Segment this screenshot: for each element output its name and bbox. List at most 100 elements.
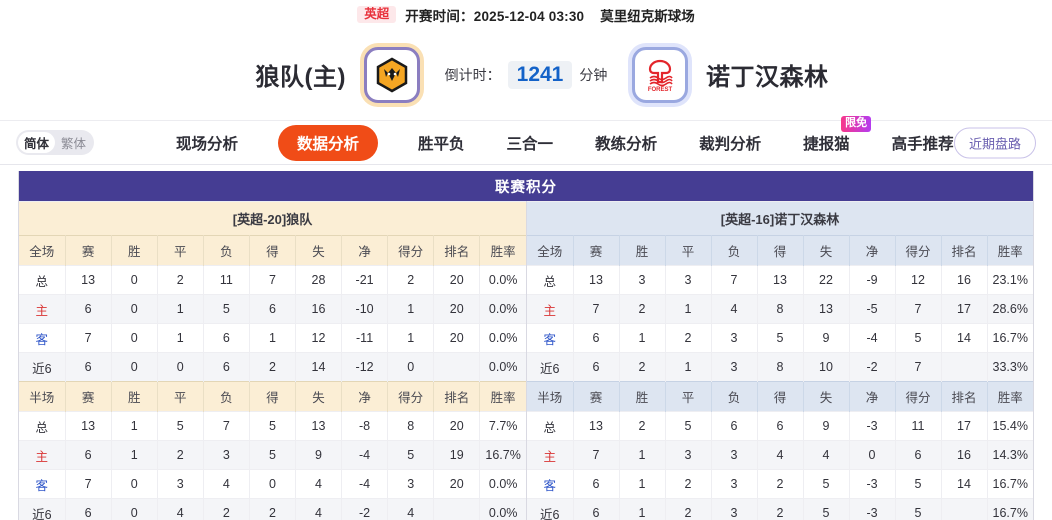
col-win-rate: 胜率 (987, 235, 1033, 266)
col-goals-against: 失 (803, 381, 850, 412)
col-points: 得分 (895, 235, 942, 266)
cell: 6 (573, 469, 620, 499)
language-toggle[interactable]: 简体 繁体 (16, 130, 94, 155)
col-win-rate: 胜率 (479, 381, 526, 412)
cell: 8 (757, 294, 804, 324)
away-team-block[interactable]: FOREST 诺丁汉森林 (632, 46, 1052, 103)
match-header: 狼队(主) 倒计时： 1241 分钟 FOREST 诺丁汉森林 (0, 29, 1052, 120)
tab-expert-picks[interactable]: 高手推荐 (891, 135, 954, 153)
cell: 4 (803, 440, 850, 470)
cell: 28 (295, 265, 343, 295)
cell: 2 (665, 323, 712, 353)
cell: 14.3% (987, 440, 1033, 470)
tab-jiebao-cat-label: 捷报猫 (803, 135, 850, 153)
home-standings-half: [英超-20]狼队 全场 赛 胜 平 负 得 失 净 得分 排名 胜率 (19, 201, 526, 520)
cell: 5 (203, 294, 250, 324)
cell: 17 (941, 294, 988, 324)
home-team-block[interactable]: 狼队(主) (0, 46, 420, 103)
col-drawn: 平 (665, 235, 712, 266)
col-goals-against: 失 (803, 235, 850, 266)
tab-data-analysis[interactable]: 数据分析 (278, 124, 379, 161)
cell: 16.7% (479, 440, 526, 470)
cell: 1 (665, 294, 712, 324)
cell: 2 (619, 352, 666, 382)
cell: 5 (665, 411, 712, 441)
cell: 20 (433, 294, 481, 324)
col-win-rate: 胜率 (987, 381, 1033, 412)
tab-referee-analysis[interactable]: 裁判分析 (699, 135, 762, 153)
kickoff-time: 开赛时间：2025-12-04 03:30 (405, 8, 585, 24)
away-full-header-row: 全场 赛 胜 平 负 得 失 净 得分 排名 胜率 (527, 235, 1033, 266)
cell: 2 (387, 265, 435, 295)
tab-live-analysis[interactable]: 现场分析 (176, 135, 239, 153)
cell: 13 (295, 411, 343, 441)
col-lost: 负 (203, 381, 250, 412)
lang-simplified-option[interactable]: 简体 (18, 132, 55, 153)
table-row: 主 7 1 3 3 4 4 0 6 16 14.3% (527, 440, 1033, 470)
tab-three-in-one[interactable]: 三合一 (506, 135, 554, 153)
tab-coach-analysis[interactable]: 教练分析 (595, 135, 658, 153)
cell: 2 (619, 294, 666, 324)
col-won: 胜 (111, 235, 158, 266)
cell: -2 (341, 498, 389, 520)
cell: 23.1% (987, 265, 1033, 295)
cell: 2 (249, 352, 296, 382)
tab-win-draw-loss[interactable]: 胜平负 (418, 135, 465, 153)
col-goals-for: 得 (249, 381, 296, 412)
cell: 14 (941, 469, 988, 499)
cell: 1 (619, 440, 666, 470)
cell: 1 (157, 323, 204, 353)
tab-jiebao-cat[interactable]: 捷报猫 限免 (801, 115, 872, 157)
cell: 0 (111, 265, 158, 295)
cell: 0.0% (479, 294, 526, 324)
cell: 6 (65, 440, 112, 470)
table-row: 主 6 1 2 3 5 9 -4 5 19 16.7% (19, 440, 526, 470)
cell: -5 (849, 294, 896, 324)
cell: 17 (941, 411, 988, 441)
cell: -3 (849, 469, 896, 499)
cell: 10 (803, 352, 850, 382)
cell: 2 (203, 498, 250, 520)
col-win-rate: 胜率 (479, 235, 526, 266)
table-row: 近6 6 2 1 3 8 10 -2 7 33.3% (527, 352, 1033, 382)
col-goal-diff: 净 (341, 381, 389, 412)
row-label-recent6: 近6 (527, 498, 574, 520)
cell: 5 (249, 440, 296, 470)
cell: 7 (711, 265, 758, 295)
col-points: 得分 (895, 381, 942, 412)
col-rank: 排名 (433, 235, 481, 266)
panel-title: 联赛积分 (19, 171, 1033, 201)
cell: 3 (711, 498, 758, 520)
cell: 3 (665, 440, 712, 470)
home-team-name: 狼队(主) (255, 64, 346, 91)
cell: 6 (895, 440, 942, 470)
col-drawn: 平 (157, 235, 204, 266)
away-team-title-row: [英超-16]诺丁汉森林 (527, 201, 1033, 236)
cell: 0.0% (479, 265, 526, 295)
col-rank: 排名 (941, 235, 988, 266)
cell: 6 (65, 352, 112, 382)
cell: 5 (895, 323, 942, 353)
countdown-value: 1241 (507, 60, 573, 89)
lang-traditional-option[interactable]: 繁体 (60, 137, 86, 151)
col-scope-full: 全场 (19, 235, 66, 266)
cell: 5 (803, 469, 850, 499)
cell: 6 (249, 294, 296, 324)
cell: 6 (573, 352, 620, 382)
col-goals-for: 得 (757, 235, 804, 266)
cell: 4 (295, 498, 343, 520)
away-standings-half: [英超-16]诺丁汉森林 全场 赛 胜 平 负 得 失 净 得分 排名 胜率 (526, 201, 1033, 520)
row-label-away: 客 (527, 323, 574, 353)
cell: -21 (341, 265, 389, 295)
cell: 5 (803, 498, 850, 520)
cell: -4 (341, 440, 389, 470)
cell (433, 498, 481, 520)
col-scope-half: 半场 (527, 381, 574, 412)
cell: 5 (387, 440, 435, 470)
cell: 9 (295, 440, 343, 470)
cell: 3 (619, 265, 666, 295)
col-drawn: 平 (665, 381, 712, 412)
col-lost: 负 (711, 381, 758, 412)
recent-odds-button[interactable]: 近期盘路 (953, 127, 1036, 158)
col-lost: 负 (203, 235, 250, 266)
